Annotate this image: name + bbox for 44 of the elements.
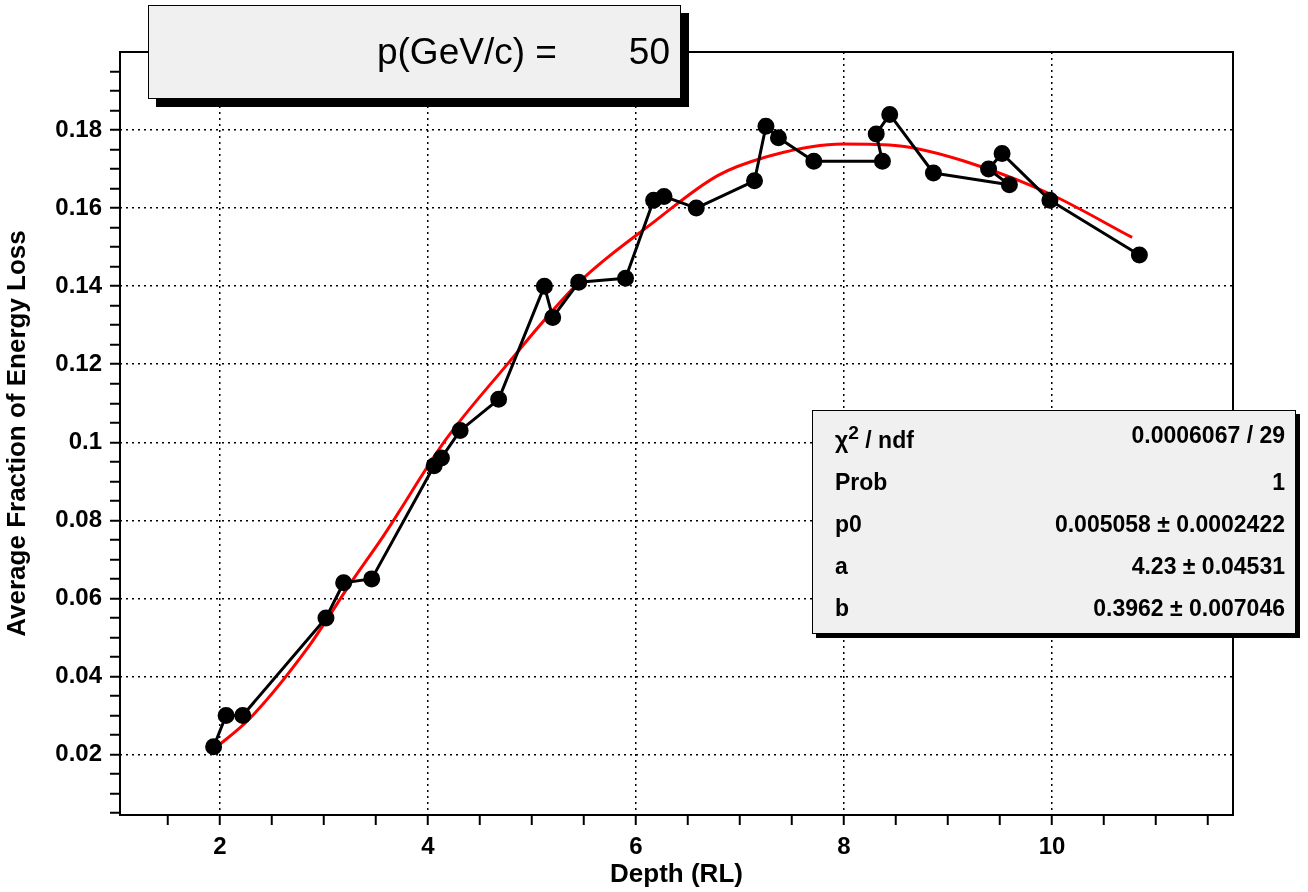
point <box>490 390 508 408</box>
y-tick-label: 0.1 <box>68 426 102 454</box>
point <box>867 125 885 143</box>
point <box>881 105 899 123</box>
point <box>205 738 223 756</box>
y-tick-label: 0.16 <box>55 192 102 220</box>
x-tick-label: 6 <box>629 832 643 860</box>
point <box>1130 246 1148 264</box>
point <box>757 117 775 135</box>
point <box>924 164 942 182</box>
x-tick-label: 2 <box>213 832 227 860</box>
x-tick-label: 10 <box>1038 832 1066 860</box>
point <box>432 449 450 467</box>
y-axis-title: Average Fraction of Energy Loss <box>0 230 31 637</box>
point <box>570 273 588 291</box>
point <box>1041 191 1059 209</box>
point <box>317 609 335 627</box>
x-tick-label: 4 <box>421 832 436 860</box>
point <box>687 199 705 217</box>
point <box>746 172 764 190</box>
y-tick-label: 0.06 <box>55 583 102 611</box>
point <box>535 277 553 295</box>
point <box>993 144 1011 162</box>
y-tick-label: 0.14 <box>55 270 103 298</box>
y-tick-label: 0.08 <box>55 504 102 532</box>
y-tick-label: 0.02 <box>55 739 102 767</box>
point <box>234 706 252 724</box>
y-tick-label: 0.12 <box>55 348 102 376</box>
point <box>655 187 673 205</box>
point <box>873 152 891 170</box>
point <box>805 152 823 170</box>
point <box>769 129 787 147</box>
point <box>451 422 469 440</box>
point <box>617 269 635 287</box>
y-tick-label: 0.18 <box>55 114 102 142</box>
point <box>1000 176 1018 194</box>
y-tick-label: 0.04 <box>55 661 103 689</box>
x-tick-label: 8 <box>837 832 851 860</box>
point <box>544 308 562 326</box>
x-axis-title: Depth (RL) <box>610 857 743 888</box>
point <box>335 574 353 592</box>
point <box>217 706 235 724</box>
point <box>980 160 998 178</box>
point <box>363 570 381 588</box>
